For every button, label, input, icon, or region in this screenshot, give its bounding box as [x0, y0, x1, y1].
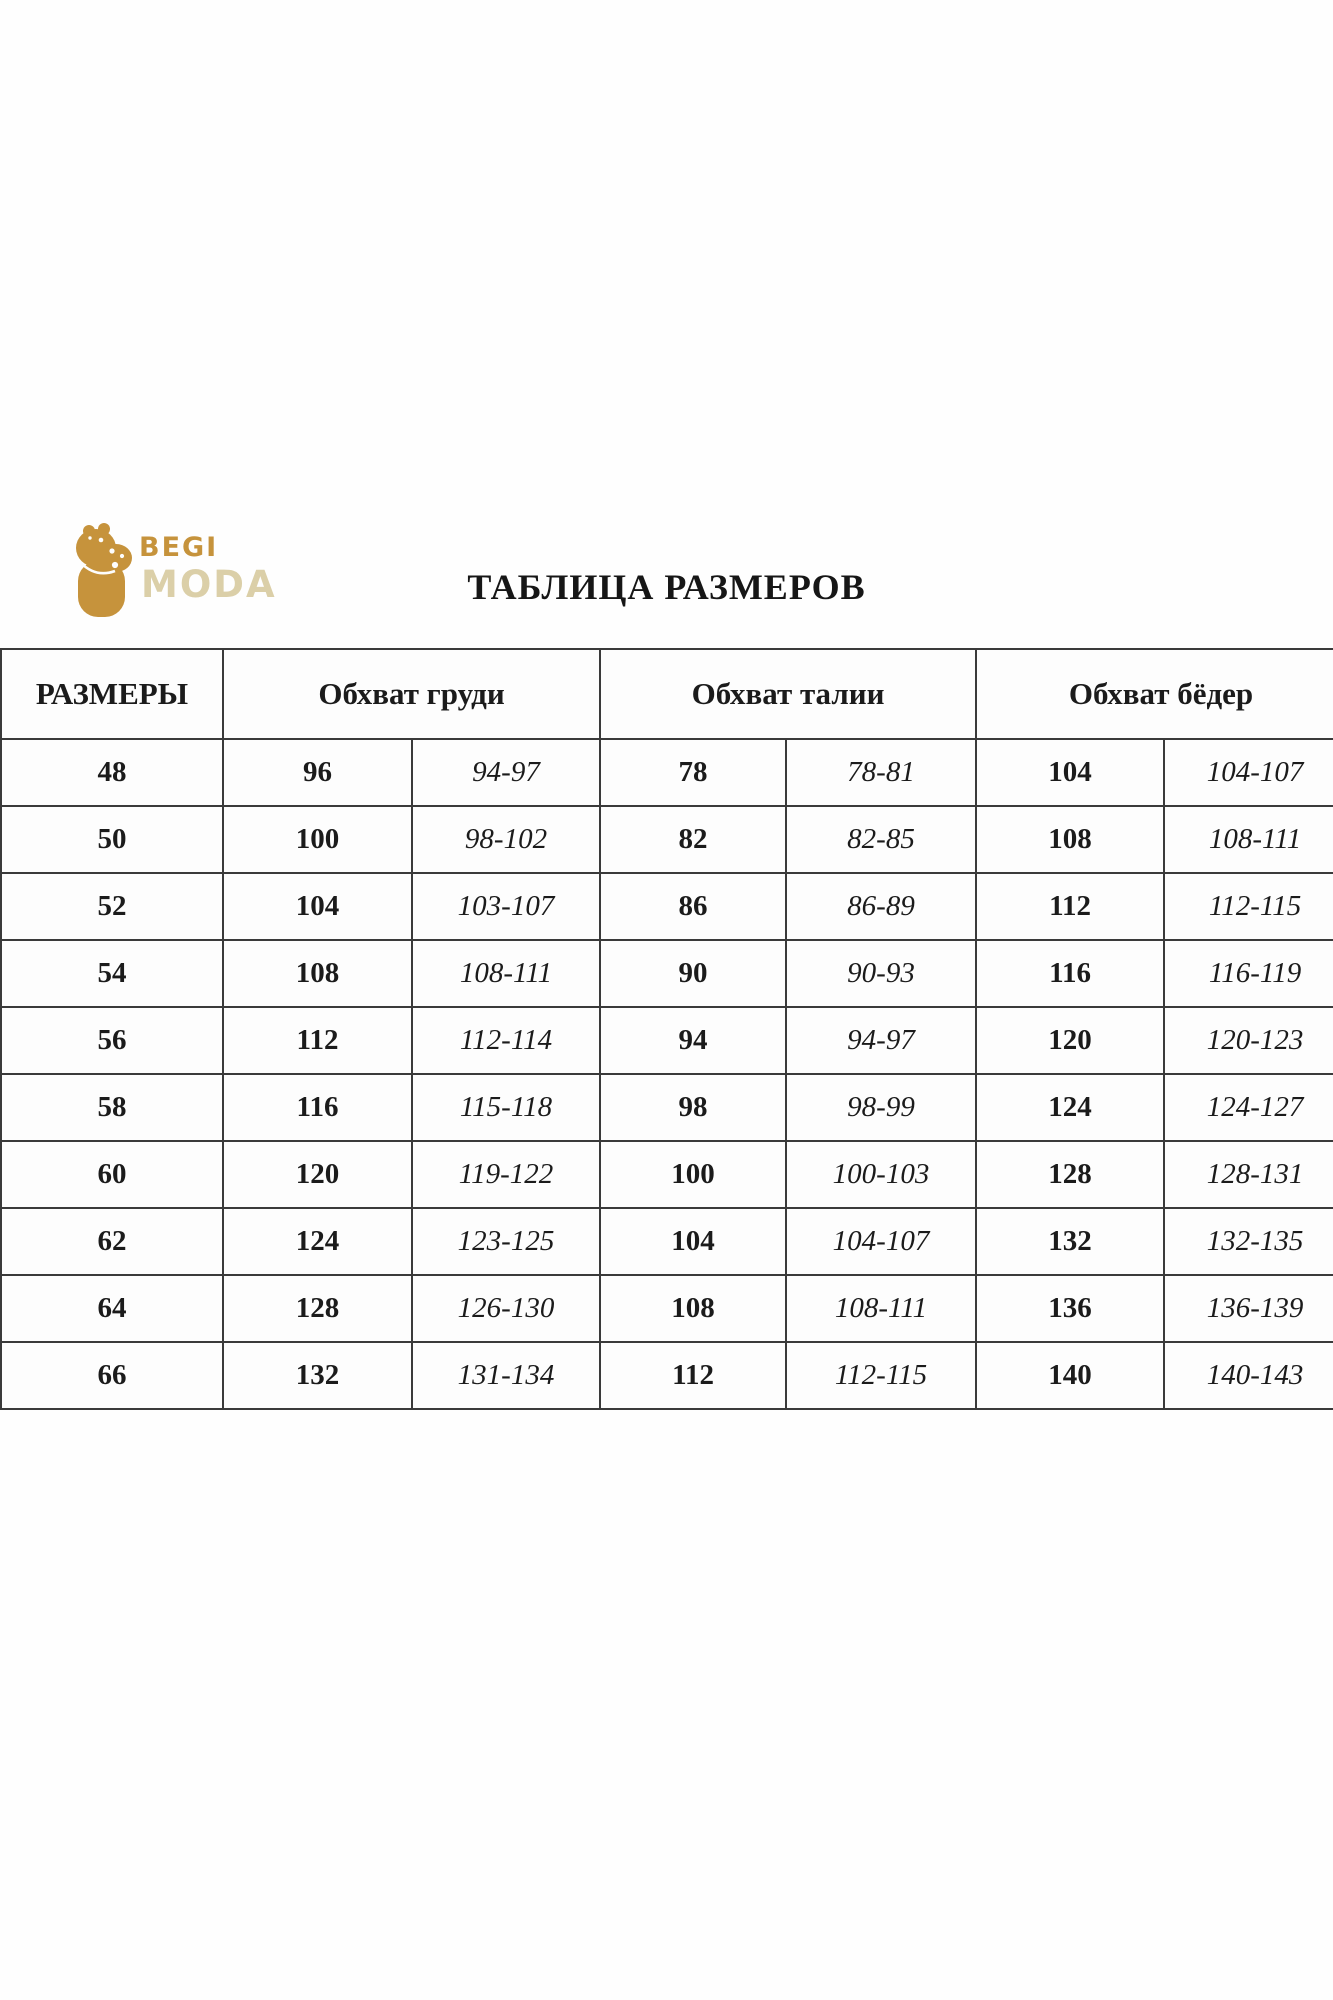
brand-name-top: BEGI: [139, 532, 219, 563]
size-value: 62: [0, 1207, 224, 1276]
brand-logo: BEGI MODA: [73, 521, 275, 621]
hips-range: 132-135: [1163, 1207, 1333, 1276]
chest-range: 123-125: [410, 1207, 602, 1276]
header-hips: Обхват бёдер: [975, 648, 1333, 740]
table-row: 64 128 126-130 108 108-111 136 136-139: [0, 1274, 1333, 1343]
hips-value: 120: [975, 1006, 1166, 1075]
waist-range: 82-85: [785, 805, 978, 874]
hips-range: 124-127: [1163, 1073, 1333, 1142]
table-row: 52 104 103-107 86 86-89 112 112-115: [0, 872, 1333, 941]
chest-range: 112-114: [410, 1006, 602, 1075]
waist-value: 78: [599, 738, 788, 807]
hippo-icon: [76, 523, 132, 617]
header-chest: Обхват груди: [221, 648, 602, 740]
chest-range: 98-102: [410, 805, 602, 874]
waist-value: 82: [599, 805, 788, 874]
hips-range: 120-123: [1163, 1006, 1333, 1075]
chest-value: 100: [222, 805, 413, 874]
chest-range: 115-118: [410, 1073, 602, 1142]
table-row: 58 116 115-118 98 98-99 124 124-127: [0, 1073, 1333, 1142]
hips-range: 116-119: [1163, 939, 1333, 1008]
waist-value: 112: [599, 1341, 788, 1410]
waist-value: 90: [599, 939, 788, 1008]
waist-value: 104: [599, 1207, 788, 1276]
size-value: 60: [0, 1140, 224, 1209]
chest-value: 112: [222, 1006, 413, 1075]
table-row: 50 100 98-102 82 82-85 108 108-111: [0, 805, 1333, 874]
chest-value: 124: [222, 1207, 413, 1276]
chest-value: 120: [222, 1140, 413, 1209]
chest-range: 94-97: [410, 738, 602, 807]
waist-range: 104-107: [785, 1207, 978, 1276]
chest-range: 119-122: [410, 1140, 602, 1209]
hips-value: 140: [975, 1341, 1166, 1410]
chest-value: 116: [222, 1073, 413, 1142]
waist-range: 112-115: [785, 1341, 978, 1410]
header-sizes: РАЗМЕРЫ: [0, 648, 224, 740]
table-row: 56 112 112-114 94 94-97 120 120-123: [0, 1006, 1333, 1075]
chest-range: 131-134: [410, 1341, 602, 1410]
hips-value: 132: [975, 1207, 1166, 1276]
size-value: 54: [0, 939, 224, 1008]
hips-value: 112: [975, 872, 1166, 941]
hips-range: 140-143: [1163, 1341, 1333, 1410]
table-row: 66 132 131-134 112 112-115 140 140-143: [0, 1341, 1333, 1410]
table-row: 48 96 94-97 78 78-81 104 104-107: [0, 738, 1333, 807]
hips-range: 112-115: [1163, 872, 1333, 941]
size-value: 52: [0, 872, 224, 941]
size-value: 48: [0, 738, 224, 807]
page-title: ТАБЛИЦА РАЗМЕРОВ: [467, 567, 866, 607]
table-row: 62 124 123-125 104 104-107 132 132-135: [0, 1207, 1333, 1276]
waist-value: 100: [599, 1140, 788, 1209]
waist-range: 100-103: [785, 1140, 978, 1209]
hips-value: 104: [975, 738, 1166, 807]
chest-range: 108-111: [410, 939, 602, 1008]
waist-range: 86-89: [785, 872, 978, 941]
chest-value: 96: [222, 738, 413, 807]
chest-value: 108: [222, 939, 413, 1008]
waist-value: 86: [599, 872, 788, 941]
table-row: 60 120 119-122 100 100-103 128 128-131: [0, 1140, 1333, 1209]
waist-value: 98: [599, 1073, 788, 1142]
chest-range: 103-107: [410, 872, 602, 941]
size-value: 58: [0, 1073, 224, 1142]
header-waist: Обхват талии: [599, 648, 978, 740]
hips-range: 108-111: [1163, 805, 1333, 874]
hips-range: 136-139: [1163, 1274, 1333, 1343]
waist-value: 94: [599, 1006, 788, 1075]
chest-value: 104: [222, 872, 413, 941]
size-value: 66: [0, 1341, 224, 1410]
table-header-row: РАЗМЕРЫ Обхват груди Обхват талии Обхват…: [0, 648, 1333, 740]
chest-range: 126-130: [410, 1274, 602, 1343]
size-table: РАЗМЕРЫ Обхват груди Обхват талии Обхват…: [0, 648, 1333, 1410]
size-value: 64: [0, 1274, 224, 1343]
hips-value: 136: [975, 1274, 1166, 1343]
hips-value: 124: [975, 1073, 1166, 1142]
waist-value: 108: [599, 1274, 788, 1343]
hips-range: 104-107: [1163, 738, 1333, 807]
waist-range: 78-81: [785, 738, 978, 807]
waist-range: 94-97: [785, 1006, 978, 1075]
hips-value: 108: [975, 805, 1166, 874]
waist-range: 108-111: [785, 1274, 978, 1343]
brand-name-bottom: MODA: [141, 563, 277, 606]
waist-range: 90-93: [785, 939, 978, 1008]
chest-value: 128: [222, 1274, 413, 1343]
hips-value: 128: [975, 1140, 1166, 1209]
waist-range: 98-99: [785, 1073, 978, 1142]
chest-value: 132: [222, 1341, 413, 1410]
size-value: 56: [0, 1006, 224, 1075]
hips-value: 116: [975, 939, 1166, 1008]
size-value: 50: [0, 805, 224, 874]
table-row: 54 108 108-111 90 90-93 116 116-119: [0, 939, 1333, 1008]
hips-range: 128-131: [1163, 1140, 1333, 1209]
